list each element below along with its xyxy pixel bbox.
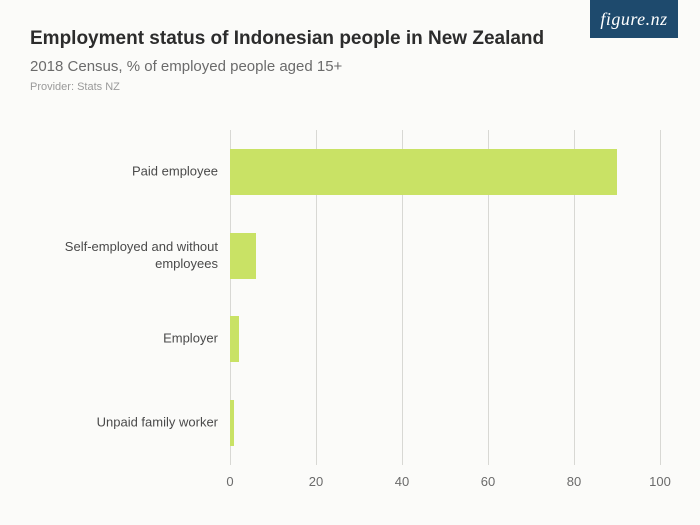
chart-provider: Provider: Stats NZ xyxy=(30,81,670,93)
figure-nz-logo: figure.nz xyxy=(590,0,678,38)
bar xyxy=(230,149,617,195)
grid-line xyxy=(660,130,661,465)
bar-chart: 0 20 40 60 80 100 Paid employee Self-employed a… xyxy=(30,130,670,495)
x-tick-label: 40 xyxy=(395,474,409,489)
category-label: Employer xyxy=(30,331,230,348)
chart-subtitle: 2018 Census, % of employed people aged 1… xyxy=(30,58,670,75)
category-label: Self-employed and without employees xyxy=(30,239,230,273)
x-tick-label: 0 xyxy=(226,474,233,489)
bar-row: Unpaid family worker xyxy=(230,400,660,446)
plot-area: 020406080100Paid employeeSelf-employed a… xyxy=(230,130,660,465)
category-label: Unpaid family worker xyxy=(30,415,230,432)
x-tick-label: 100 xyxy=(649,474,671,489)
bar-row: Employer xyxy=(230,316,660,362)
bar xyxy=(230,316,239,362)
bar-row: Self-employed and without employees xyxy=(230,233,660,279)
x-tick-label: 60 xyxy=(481,474,495,489)
bar xyxy=(230,400,234,446)
bar xyxy=(230,233,256,279)
x-tick-label: 80 xyxy=(567,474,581,489)
x-tick-label: 20 xyxy=(309,474,323,489)
chart-title: Employment status of Indonesian people i… xyxy=(30,28,670,50)
category-label: Paid employee xyxy=(30,163,230,180)
bar-row: Paid employee xyxy=(230,149,660,195)
